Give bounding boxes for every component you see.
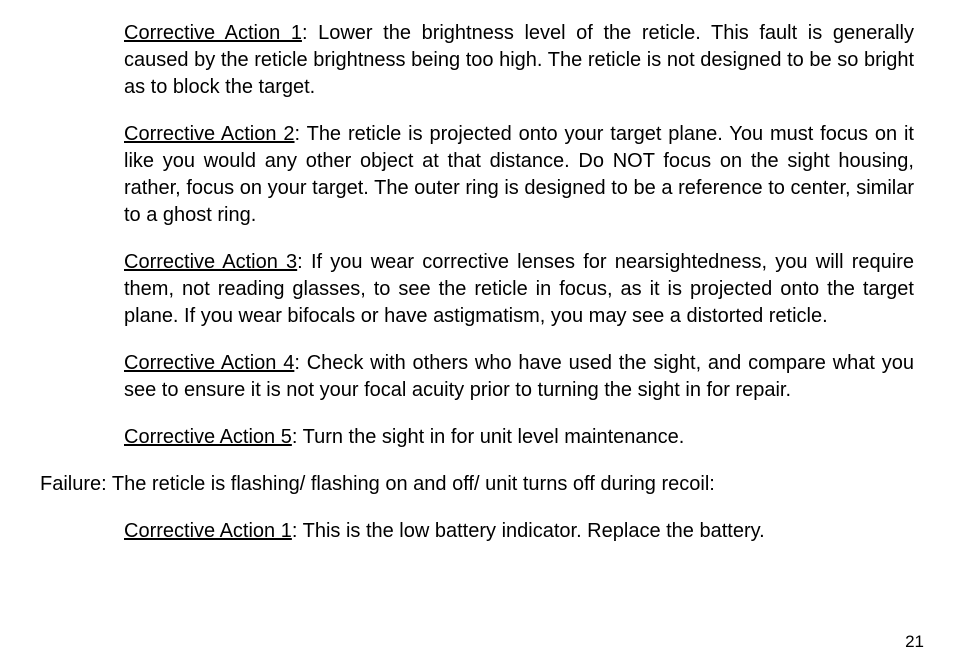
corrective-action-2-heading: Corrective Action 2 [124, 123, 295, 145]
corrective-action-1b-heading: Corrective Action 1 [124, 520, 292, 542]
corrective-action-3-para: Corrective Action 3: If you wear correct… [124, 249, 914, 330]
corrective-action-4-heading: Corrective Action 4 [124, 352, 294, 374]
failure-para: Failure: The reticle is flashing/ flashi… [40, 471, 914, 498]
corrective-action-3-heading: Corrective Action 3 [124, 251, 297, 273]
corrective-action-4-para: Corrective Action 4: Check with others w… [124, 350, 914, 404]
corrective-action-5-heading: Corrective Action 5 [124, 426, 292, 448]
corrective-action-1b-body: : This is the low battery indicator. Rep… [292, 520, 765, 542]
corrective-action-1-para: Corrective Action 1: Lower the brightnes… [124, 20, 914, 101]
page-number: 21 [905, 632, 924, 652]
corrective-action-2-para: Corrective Action 2: The reticle is proj… [124, 121, 914, 229]
corrective-action-1b-para: Corrective Action 1: This is the low bat… [124, 518, 914, 545]
corrective-action-5-para: Corrective Action 5: Turn the sight in f… [124, 424, 914, 451]
corrective-action-5-body: : Turn the sight in for unit level maint… [292, 426, 684, 448]
corrective-action-1-heading: Corrective Action 1 [124, 22, 302, 44]
failure-body: Failure: The reticle is flashing/ flashi… [40, 473, 715, 495]
document-page: Corrective Action 1: Lower the brightnes… [0, 0, 954, 664]
